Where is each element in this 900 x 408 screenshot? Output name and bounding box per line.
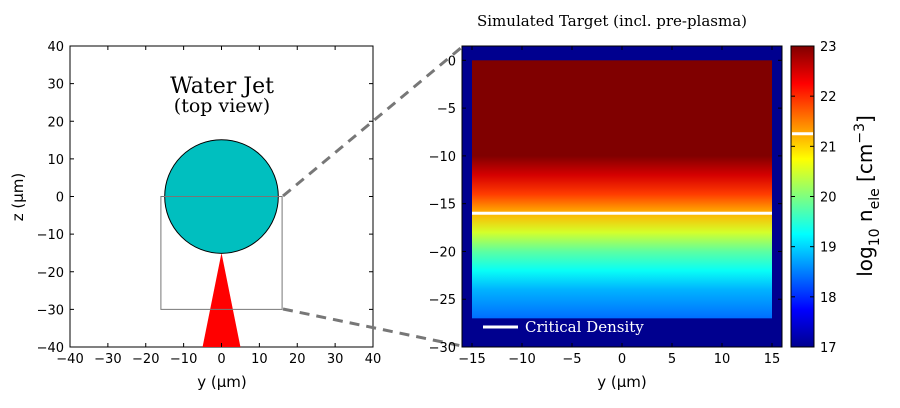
left-x-tick-label: −30 <box>94 352 121 367</box>
laser-cone <box>202 252 241 347</box>
left-y-tick-label: −40 <box>37 341 64 356</box>
left-y-tick-label: 10 <box>47 153 64 168</box>
colorbar-label: log10 nele [cm−3] <box>852 115 883 277</box>
left-x-tick-label: 0 <box>217 352 225 367</box>
left-y-tick-label: 30 <box>47 78 64 93</box>
right-x-axis-label: y (μm) <box>597 373 647 391</box>
water-jet-title: Water Jet <box>170 74 274 99</box>
left-y-tick-label: −10 <box>37 228 64 243</box>
left-x-tick-label: −20 <box>132 352 159 367</box>
left-y-tick-label: −20 <box>37 266 64 281</box>
right-x-tick-label: 10 <box>714 352 731 367</box>
right-x-tick-label: −15 <box>458 352 485 367</box>
right-x-tick-label: 5 <box>668 352 676 367</box>
right-x-tick-label: −10 <box>508 352 535 367</box>
left-x-axis-label: y (μm) <box>197 373 247 391</box>
left-y-tick-label: 0 <box>56 191 64 206</box>
left-x-tick-label: 10 <box>251 352 268 367</box>
colorbar-tick-label: 20 <box>820 191 837 206</box>
zoom-connector-top <box>282 45 463 198</box>
legend-label: Critical Density <box>525 318 644 336</box>
right-y-tick-label: −10 <box>429 150 456 165</box>
left-y-tick-label: 40 <box>47 40 64 55</box>
zoom-box <box>160 196 283 310</box>
left-x-tick-label: 30 <box>327 352 344 367</box>
colorbar-tick-label: 21 <box>820 140 837 155</box>
simulated-target-panel: Simulated Target (incl. pre-plasma) Crit… <box>429 12 783 391</box>
left-x-tick-label: 20 <box>289 352 306 367</box>
left-y-axis-label: z (μm) <box>9 173 27 222</box>
colorbar-tick-label: 19 <box>820 241 837 256</box>
right-title: Simulated Target (incl. pre-plasma) <box>477 12 747 30</box>
left-y-tick-label: 20 <box>47 115 64 130</box>
right-y-tick-label: −25 <box>429 293 456 308</box>
right-y-tick-label: −15 <box>429 198 456 213</box>
left-x-tick-label: −40 <box>56 352 83 367</box>
right-x-tick-label: 0 <box>618 352 626 367</box>
right-x-tick-label: 15 <box>764 352 781 367</box>
colorbar: 17 18 19 20 21 22 23 log10 nele [cm−3] <box>790 40 883 356</box>
colorbar-tick-label: 18 <box>820 291 837 306</box>
colorbar-tick-label: 22 <box>820 90 837 105</box>
right-y-tick-label: −5 <box>437 102 456 117</box>
colorbar-tick-label: 23 <box>820 40 837 55</box>
colorbar-tick-label: 17 <box>820 341 837 356</box>
water-jet-panel: −40 −30 −20 −10 0 10 20 30 40 −40 −30 −20 −10 0 10 20 30… <box>9 40 381 391</box>
zoom-connector-bottom <box>282 307 463 348</box>
left-x-tick-label: −10 <box>170 352 197 367</box>
target-density-map <box>472 60 772 319</box>
water-jet-subtitle: (top view) <box>174 95 270 117</box>
right-y-tick-label: −20 <box>429 245 456 260</box>
right-y-tick-label: −30 <box>429 341 456 356</box>
right-x-tick-label: −5 <box>562 352 581 367</box>
left-y-tick-label: −30 <box>37 303 64 318</box>
right-y-tick-label: 0 <box>448 54 456 69</box>
left-x-tick-label: 40 <box>365 352 382 367</box>
